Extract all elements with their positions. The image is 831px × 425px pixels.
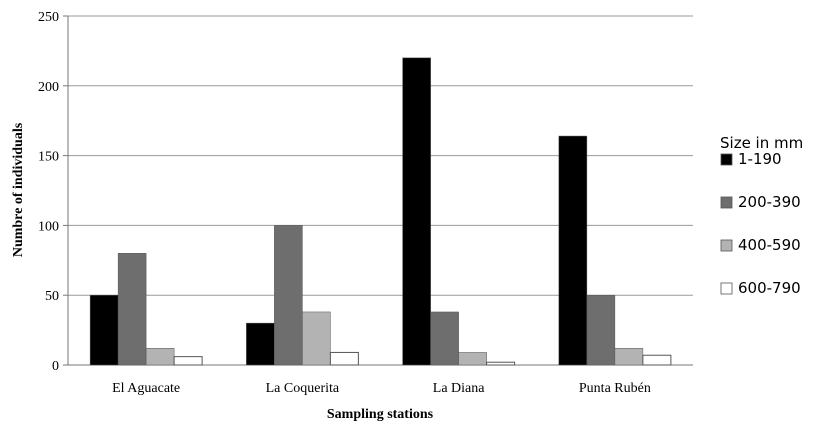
legend-swatch — [720, 196, 733, 209]
x-tick-label: Punta Rubén — [579, 381, 651, 396]
bar-600-790-punta-rubén — [642, 354, 672, 366]
y-axis-title: Numbre of individuals — [11, 122, 26, 257]
bar-1-190-la-coquerita — [246, 322, 275, 366]
bars — [89, 57, 672, 366]
y-tick-label: 100 — [38, 219, 59, 234]
gridlines — [67, 15, 693, 366]
y-tick-label: 150 — [38, 150, 59, 165]
y-axis-ticks: 0 50 100 150 200 250 — [38, 10, 68, 374]
x-axis-ticks: El Aguacate La Coquerita La Diana Punta Rub… — [112, 381, 651, 396]
legend-swatch — [720, 282, 733, 295]
bar-600-790-el-aguacate — [173, 356, 203, 366]
x-tick-label: La Diana — [433, 381, 485, 396]
bar-400-590-la-diana — [458, 352, 487, 366]
bar-200-390-la-coquerita — [274, 225, 303, 366]
legend-swatch — [720, 153, 733, 166]
legend-label: 1-190 — [738, 150, 782, 168]
bar-200-390-la-diana — [430, 311, 459, 366]
y-tick-label: 250 — [38, 10, 59, 25]
bar-1-190-punta-rubén — [558, 135, 588, 366]
legend-label: 200-390 — [738, 193, 801, 211]
y-tick-label: 200 — [38, 80, 59, 95]
x-tick-label: La Coquerita — [266, 381, 340, 396]
legend-label: 400-590 — [738, 236, 801, 254]
legend-swatch — [720, 239, 733, 252]
y-tick-label: 0 — [52, 359, 59, 374]
y-tick-label: 50 — [45, 289, 59, 304]
bar-400-590-el-aguacate — [145, 347, 175, 366]
bar-600-790-la-coquerita — [329, 351, 359, 366]
bar-1-190-el-aguacate — [89, 294, 119, 366]
legend: Size in mm 1-190 200-390 400-590 600-790 — [720, 134, 803, 297]
x-axis-title: Sampling stations — [327, 407, 434, 422]
bar-200-390-punta-rubén — [586, 294, 616, 366]
x-tick-label: El Aguacate — [112, 381, 180, 396]
bar-600-790-la-diana — [486, 361, 516, 366]
bar-200-390-el-aguacate — [117, 253, 147, 366]
bar-400-590-la-coquerita — [302, 311, 331, 366]
bar-1-190-la-diana — [402, 57, 431, 366]
legend-title: Size in mm — [720, 134, 803, 152]
bar-400-590-punta-rubén — [614, 347, 644, 366]
legend-label: 600-790 — [738, 279, 801, 297]
